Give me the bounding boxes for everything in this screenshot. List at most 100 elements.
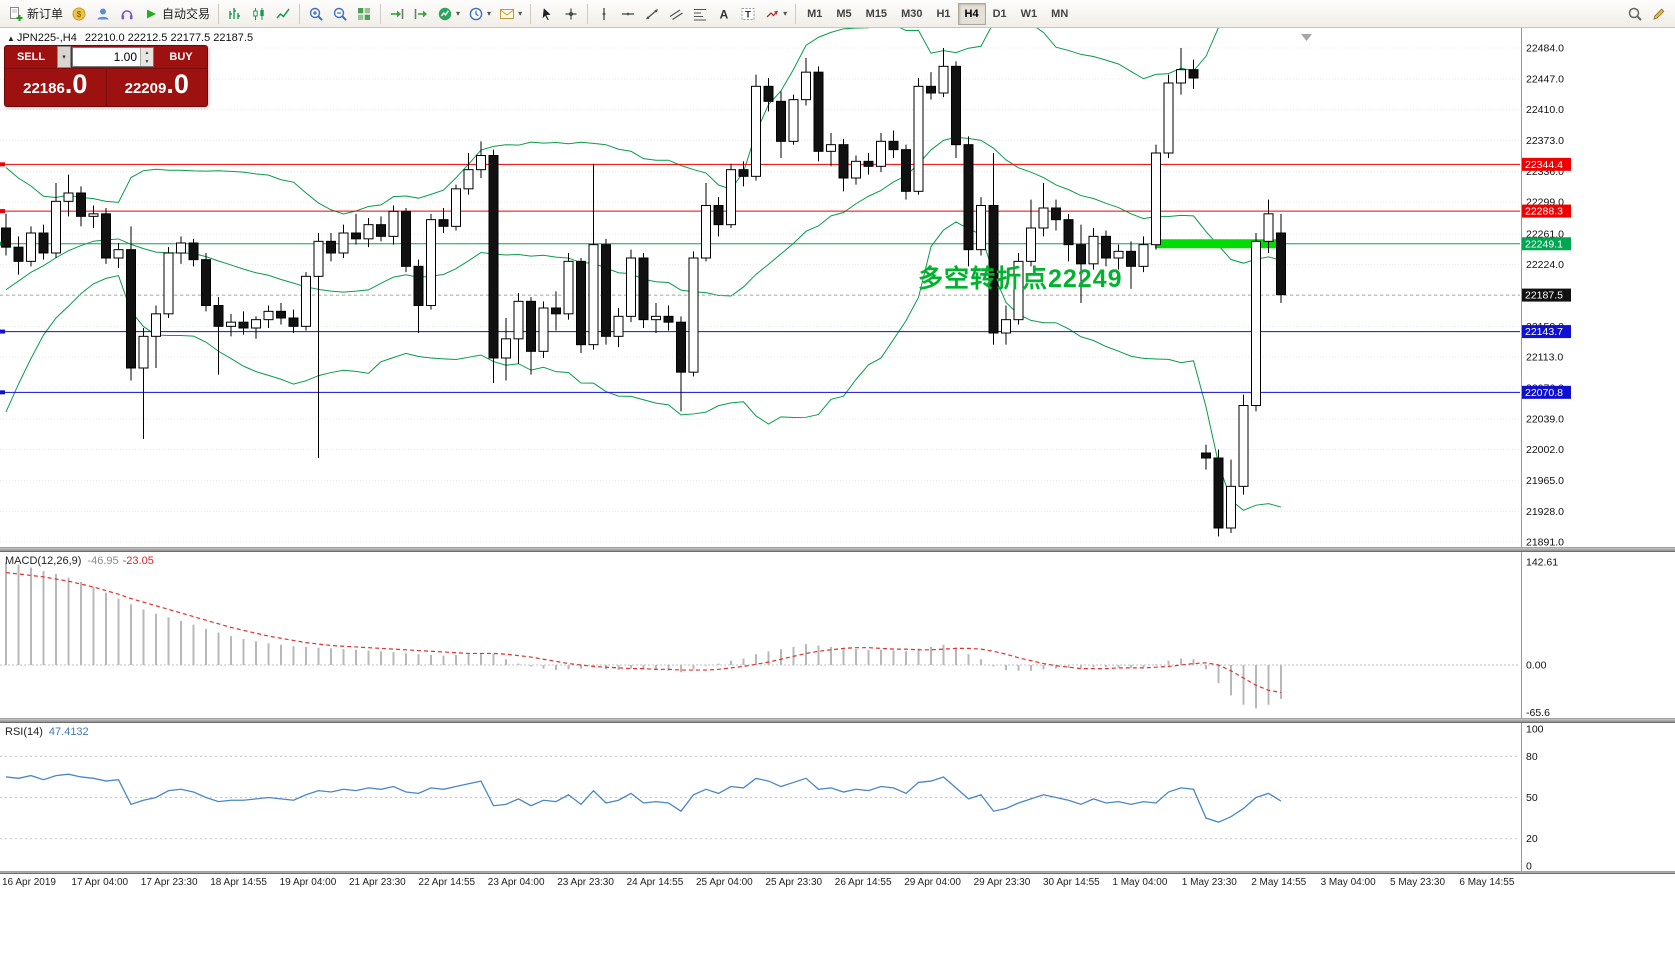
text-button[interactable]: A xyxy=(712,2,736,26)
zoom-out-button[interactable] xyxy=(328,2,352,26)
svg-text:100: 100 xyxy=(1526,724,1544,736)
auto-trading-button[interactable]: 自动交易 xyxy=(139,2,214,26)
edit-button[interactable] xyxy=(1647,2,1671,26)
periods-button[interactable]: ▾ xyxy=(464,2,495,26)
arrows-icon xyxy=(764,6,780,22)
label-button[interactable]: T xyxy=(736,2,760,26)
svg-text:$: $ xyxy=(77,10,82,19)
fibo-icon xyxy=(692,6,708,22)
timeframe-d1-button[interactable]: D1 xyxy=(992,7,1007,20)
timeframe-m1-button[interactable]: M1 xyxy=(807,7,823,20)
fibonacci-button[interactable] xyxy=(688,2,712,26)
svg-text:A: A xyxy=(720,7,729,21)
time-label: 21 Apr 23:30 xyxy=(349,877,406,888)
channel-icon xyxy=(668,6,684,22)
coin-icon: $ xyxy=(71,6,87,22)
svg-text:22373.0: 22373.0 xyxy=(1526,135,1564,147)
buy-price[interactable]: 22209.0 xyxy=(107,69,208,106)
svg-text:22484.0: 22484.0 xyxy=(1526,43,1564,55)
macd-label: MACD(12,26,9) -46.95 -23.05 xyxy=(5,555,154,567)
dropdown-arrow-icon[interactable]: ▾ xyxy=(518,9,523,18)
dropdown-arrow-icon[interactable]: ▾ xyxy=(783,9,788,18)
timeframe-h1-button[interactable]: H1 xyxy=(936,7,951,20)
pointer-icon xyxy=(539,6,555,22)
textT-icon: T xyxy=(740,6,756,22)
search-button[interactable] xyxy=(1623,2,1647,26)
macd-name: MACD(12,26,9) xyxy=(5,555,82,567)
time-axis[interactable]: 16 Apr 2019 17 Apr 04:00 17 Apr 23:30 18 Ap… xyxy=(0,874,1675,891)
svg-text:22344.4: 22344.4 xyxy=(1525,159,1563,171)
volume-input[interactable]: 1.00 ▲ ▼ xyxy=(72,47,154,67)
time-label: 26 Apr 14:55 xyxy=(834,877,892,888)
symbol-marker-icon: ▲ xyxy=(7,34,15,43)
new-order-button-label: 新订单 xyxy=(27,7,64,21)
tline-icon xyxy=(644,6,660,22)
vline-icon xyxy=(596,6,612,22)
symbol-ohlc-values: 22210.0 22212.5 22177.5 22187.5 xyxy=(84,32,254,44)
panel-splitter[interactable] xyxy=(0,547,1675,552)
candlestick-chart-button[interactable] xyxy=(247,2,271,26)
time-label: 29 Apr 23:30 xyxy=(973,877,1031,888)
pencil-icon xyxy=(1651,6,1667,22)
timeframe-m5-button[interactable]: M5 xyxy=(836,7,852,20)
timeframe-h4-button[interactable]: H4 xyxy=(957,2,986,25)
timeframe-mn-button[interactable]: MN xyxy=(1051,7,1069,20)
dropdown-arrow-icon[interactable]: ▾ xyxy=(456,9,461,18)
trendline-button[interactable] xyxy=(640,2,664,26)
toolbar-separator xyxy=(299,3,301,24)
indicator-icon xyxy=(437,6,453,22)
bar-chart-button[interactable] xyxy=(223,2,247,26)
volume-up-icon[interactable]: ▲ xyxy=(141,48,153,57)
arrows-button[interactable]: ▾ xyxy=(760,2,791,26)
timeframe-m15-button[interactable]: M15 xyxy=(865,7,888,20)
svg-text:20: 20 xyxy=(1526,833,1538,845)
tile-windows-button[interactable] xyxy=(352,2,376,26)
svg-text:22447.0: 22447.0 xyxy=(1526,73,1564,85)
line-chart-button[interactable] xyxy=(271,2,295,26)
headset-icon xyxy=(119,6,135,22)
auto-scroll-button[interactable] xyxy=(385,2,409,26)
chart-shift-button[interactable] xyxy=(409,2,433,26)
buy-button[interactable]: BUY xyxy=(155,46,207,68)
timeframe-m30-button[interactable]: M30 xyxy=(901,7,923,20)
volume-spinner: ▲ ▼ xyxy=(140,48,153,66)
community-button[interactable]: $ xyxy=(67,2,91,26)
vertical-line-button[interactable] xyxy=(592,2,616,26)
main-price-chart[interactable]: 22484.022447.022410.022373.022336.022299… xyxy=(0,28,1675,547)
time-label: 1 May 23:30 xyxy=(1181,877,1237,888)
rsi-name: RSI(14) xyxy=(5,726,43,738)
support-button[interactable] xyxy=(115,2,139,26)
sell-button[interactable]: SELL xyxy=(5,46,57,68)
time-label: 17 Apr 04:00 xyxy=(71,877,129,888)
volume-dropdown-button[interactable]: ▾ xyxy=(57,46,71,68)
time-label: 29 Apr 04:00 xyxy=(904,877,961,888)
toolbar-separator xyxy=(795,3,797,24)
zoomout-icon xyxy=(332,6,348,22)
panel-splitter[interactable] xyxy=(0,718,1675,723)
channel-button[interactable] xyxy=(664,2,688,26)
zoomin-icon xyxy=(308,6,324,22)
profile-button[interactable] xyxy=(91,2,115,26)
timeframe-w1-button[interactable]: W1 xyxy=(1020,7,1038,20)
user-icon xyxy=(95,6,111,22)
toolbar-separator xyxy=(530,3,532,24)
zoom-in-button[interactable] xyxy=(304,2,328,26)
dropdown-arrow-icon[interactable]: ▾ xyxy=(487,9,492,18)
autoscroll-icon xyxy=(389,6,405,22)
macd-indicator-panel[interactable]: 142.61 0.00 -65.6 xyxy=(0,552,1675,718)
sell-price[interactable]: 22186.0 xyxy=(5,69,107,106)
indicators-button[interactable]: ▾ xyxy=(433,2,464,26)
svg-text:22187.5: 22187.5 xyxy=(1525,290,1563,302)
horizontal-line-button[interactable] xyxy=(616,2,640,26)
rsi-indicator-panel[interactable]: 100 80 50 20 0 xyxy=(0,723,1675,871)
volume-value: 1.00 xyxy=(113,50,137,64)
auto-trading-button-label: 自动交易 xyxy=(162,7,211,21)
neworder-icon xyxy=(8,6,24,22)
volume-down-icon[interactable]: ▼ xyxy=(141,57,153,66)
svg-text:0: 0 xyxy=(1526,861,1532,872)
svg-text:22224.0: 22224.0 xyxy=(1526,259,1564,271)
new-order-button[interactable]: 新订单 xyxy=(4,2,67,26)
crosshair-button[interactable] xyxy=(559,2,583,26)
templates-button[interactable]: ▾ xyxy=(495,2,526,26)
cursor-button[interactable] xyxy=(535,2,559,26)
